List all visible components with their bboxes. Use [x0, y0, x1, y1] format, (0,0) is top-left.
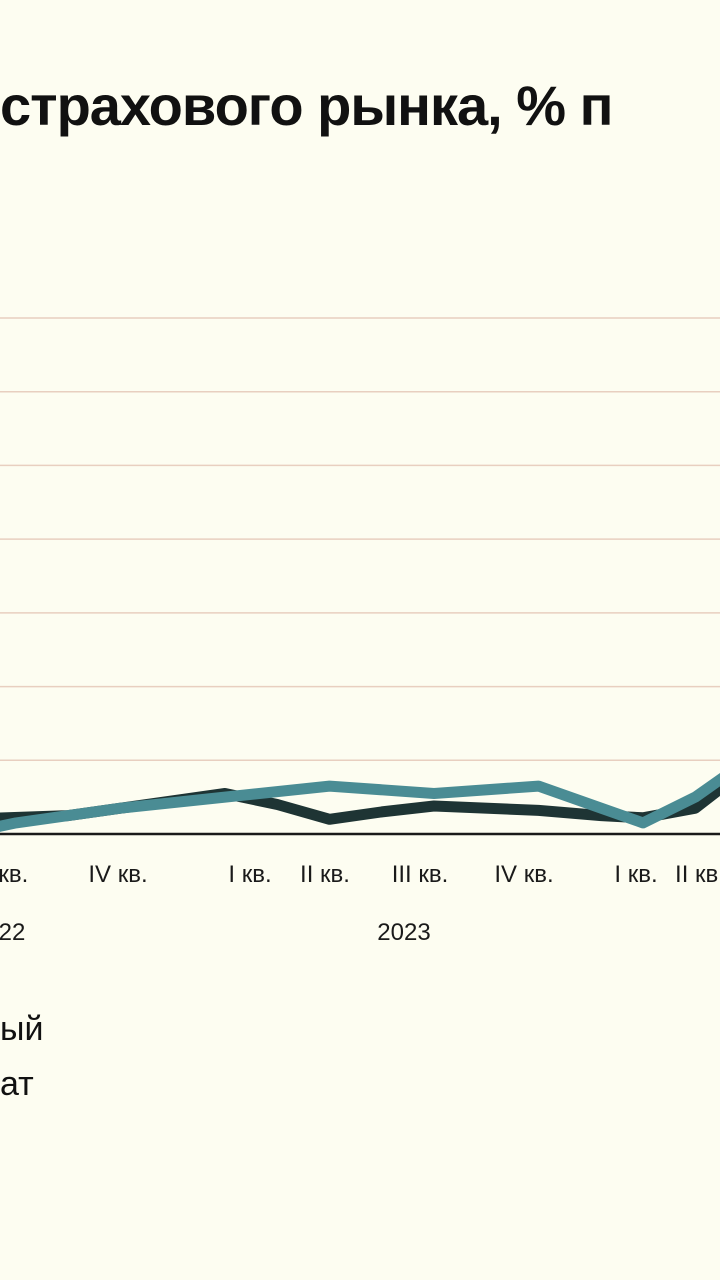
- x-tick-labels: III кв. IV кв. I кв. II кв. III кв. IV кв. I к…: [0, 861, 720, 888]
- legend-label-1: ый: [0, 1010, 44, 1048]
- series-line-2: [0, 772, 720, 832]
- grid-lines: [0, 317, 720, 762]
- year-labels: 22 2023: [0, 919, 431, 946]
- x-tick-label: III кв.: [392, 861, 449, 888]
- chart-title: страхового рынка, % п: [0, 74, 613, 137]
- series-lines: [0, 772, 720, 832]
- year-label: 2023: [377, 919, 430, 946]
- legend-label-2: ат: [0, 1065, 34, 1103]
- year-label: 22: [0, 919, 25, 946]
- x-tick-label: IV кв.: [88, 861, 147, 888]
- x-tick-label: I кв.: [228, 861, 271, 888]
- x-tick-label: IV кв.: [494, 861, 553, 888]
- x-tick-label: II кв.: [675, 861, 720, 888]
- x-tick-label: III кв.: [0, 861, 28, 888]
- x-tick-label: II кв.: [300, 861, 350, 888]
- x-tick-label: I кв.: [614, 861, 657, 888]
